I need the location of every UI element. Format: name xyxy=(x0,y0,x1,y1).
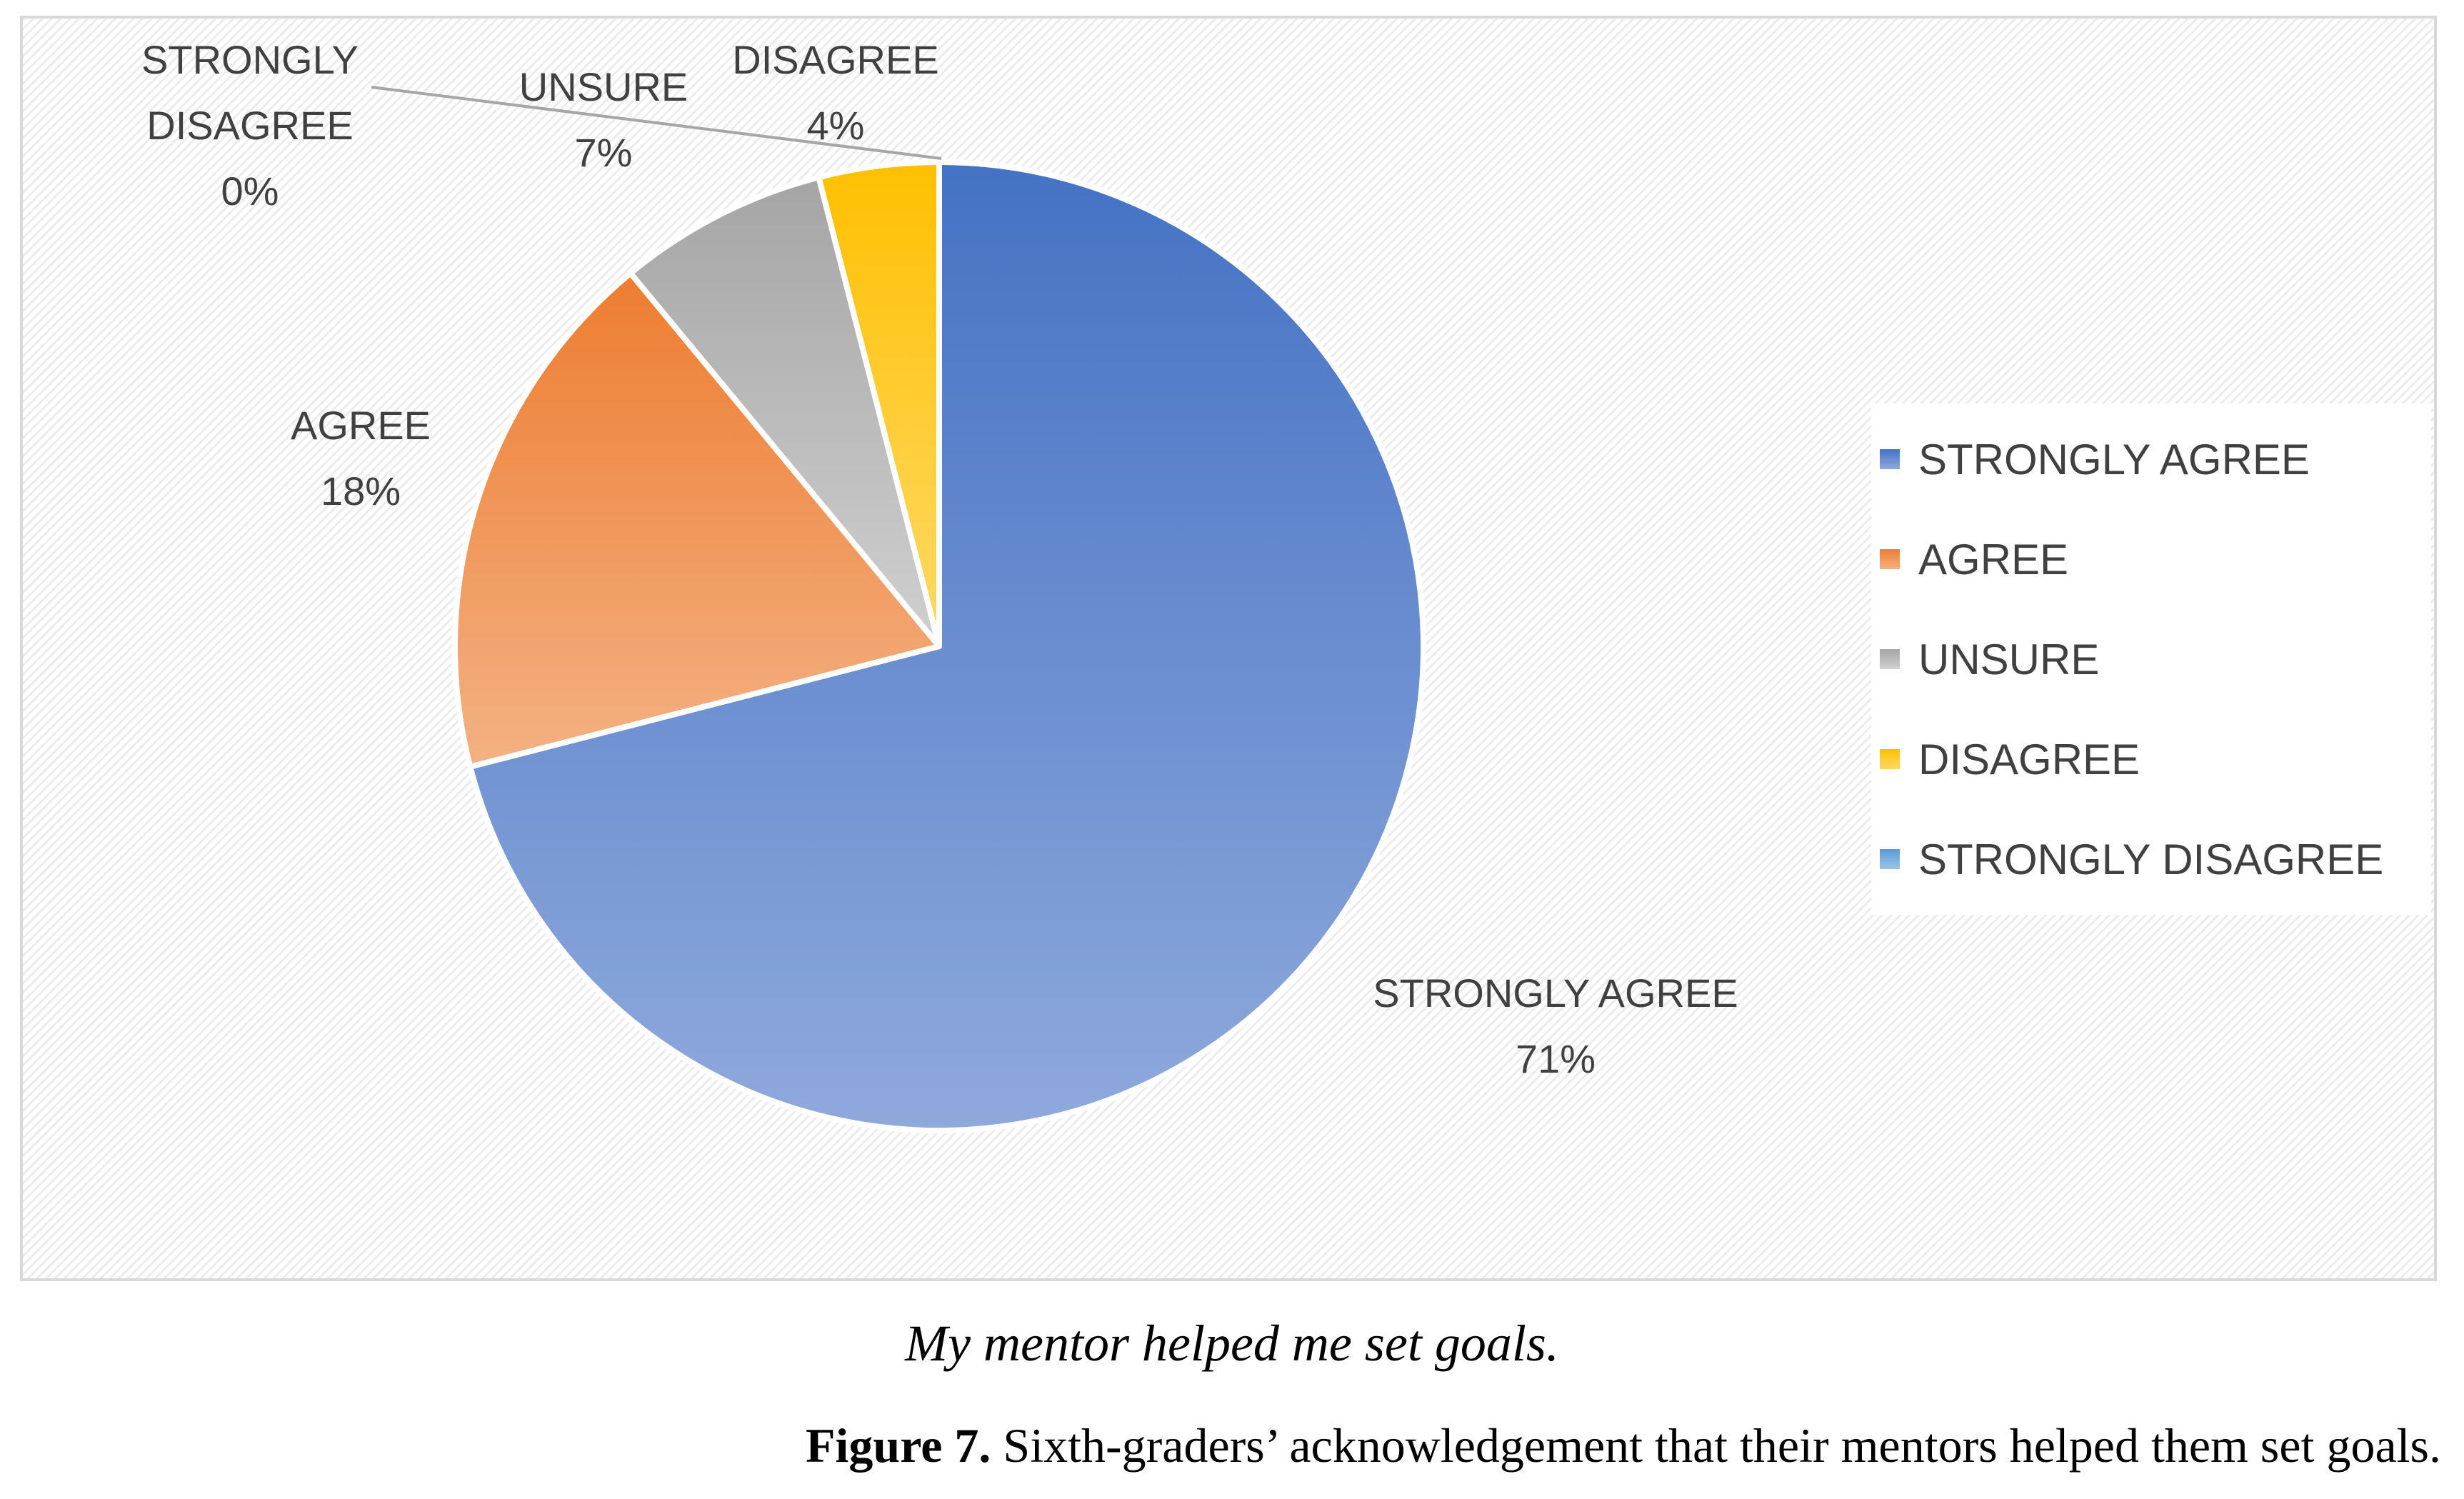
chart-legend: STRONGLY AGREE AGREE UNSURE DISAGREE STR… xyxy=(1871,403,2431,915)
legend-label-disagree: DISAGREE xyxy=(1918,735,2140,783)
legend-item-strongly-agree: STRONGLY AGREE xyxy=(1880,409,2423,509)
slice-label-strongly-disagree-value: 0% xyxy=(221,169,279,214)
slice-label-strongly-disagree-category-line2: DISAGREE xyxy=(146,103,354,148)
legend-label-unsure: UNSURE xyxy=(1918,635,2100,683)
slice-label-disagree: DISAGREE 4% xyxy=(732,27,938,159)
slice-label-strongly-agree-value: 71% xyxy=(1515,1036,1596,1081)
slice-label-disagree-category: DISAGREE xyxy=(732,37,939,82)
legend-item-agree: AGREE xyxy=(1880,509,2423,609)
slice-label-strongly-agree: STRONGLY AGREE 71% xyxy=(1373,961,1738,1092)
slice-label-unsure-category: UNSURE xyxy=(519,64,688,109)
slice-label-agree: AGREE 18% xyxy=(291,393,431,524)
legend-label-strongly-agree: STRONGLY AGREE xyxy=(1918,435,2310,483)
figure-label: Figure 7. xyxy=(806,1418,991,1473)
leader-line-strongly-disagree xyxy=(371,86,942,160)
pie-slice-agree xyxy=(452,270,942,770)
figure-caption: Figure 7. Sixth-graders’ acknowledgement… xyxy=(806,1418,2441,1474)
slice-label-unsure: UNSURE 7% xyxy=(519,54,688,186)
legend-swatch-strongly-disagree xyxy=(1880,849,1900,869)
pie-slice-disagree xyxy=(816,159,942,649)
chart-subtitle: My mentor helped me set goals. xyxy=(905,1315,1559,1372)
legend-swatch-unsure xyxy=(1880,649,1900,669)
slice-label-strongly-disagree-category-line1: STRONGLY xyxy=(141,37,359,82)
pie-slice-strongly-agree xyxy=(467,159,1426,1133)
legend-swatch-strongly-agree xyxy=(1880,449,1900,469)
figure-text: Sixth-graders’ acknowledgement that thei… xyxy=(991,1418,2441,1473)
slice-label-strongly-agree-category: STRONGLY AGREE xyxy=(1373,971,1738,1016)
slice-label-disagree-value: 4% xyxy=(806,103,865,148)
legend-swatch-agree xyxy=(1880,549,1900,569)
legend-label-strongly-disagree: STRONGLY DISAGREE xyxy=(1918,835,2384,883)
legend-item-disagree: DISAGREE xyxy=(1880,709,2423,809)
pie-chart xyxy=(371,86,1426,1133)
legend-item-unsure: UNSURE xyxy=(1880,609,2423,709)
pie-slice-unsure xyxy=(627,174,942,649)
slice-label-agree-value: 18% xyxy=(320,468,401,513)
legend-label-agree: AGREE xyxy=(1918,535,2069,583)
slice-label-strongly-disagree: STRONGLY DISAGREE 0% xyxy=(141,27,359,224)
legend-swatch-disagree xyxy=(1880,749,1900,769)
slice-label-agree-category: AGREE xyxy=(290,403,431,448)
legend-item-strongly-disagree: STRONGLY DISAGREE xyxy=(1880,809,2423,909)
slice-label-unsure-value: 7% xyxy=(574,130,633,175)
